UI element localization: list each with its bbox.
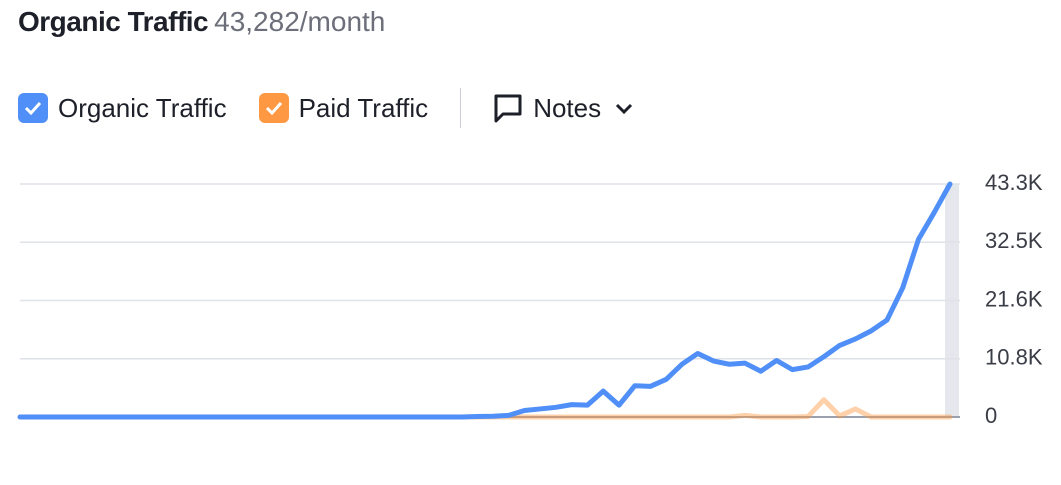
header: Organic Traffic 43,282/month — [18, 6, 385, 38]
series-line — [17, 181, 953, 420]
checkbox[interactable] — [18, 93, 48, 123]
chart-title: Organic Traffic — [18, 6, 209, 37]
y-tick-label: 21.6K — [985, 286, 1043, 311]
notes-label: Notes — [533, 92, 602, 123]
chevron — [616, 103, 633, 115]
checkbox[interactable] — [258, 93, 289, 123]
legend: Organic Traffic Paid Traffic Notes — [18, 88, 635, 128]
legend-item[interactable]: Organic Traffic — [18, 93, 227, 124]
legend-label: Paid Traffic — [298, 92, 429, 123]
notes-icon — [494, 94, 522, 123]
legend-item[interactable]: Paid Traffic — [258, 92, 429, 124]
y-tick-label: 0 — [985, 403, 997, 428]
legend-label: Organic Traffic — [58, 92, 227, 123]
y-tick-label: 10.8K — [985, 345, 1043, 370]
separator — [460, 88, 462, 128]
y-tick-label: 32.5K — [985, 228, 1043, 253]
notes-button[interactable]: Notes — [493, 93, 635, 124]
chart-subtitle: 43,282/month — [214, 6, 386, 37]
y-tick-label: 43.3K — [985, 170, 1043, 195]
